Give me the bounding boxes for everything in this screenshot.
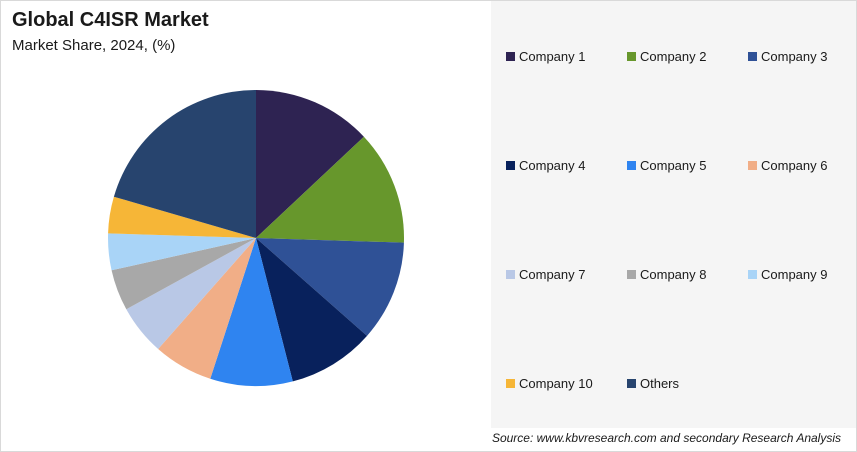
pie-slice-company-2 bbox=[256, 136, 405, 243]
pie-slice-company-8 bbox=[111, 238, 256, 310]
legend-item-company-8: Company 8 bbox=[627, 267, 706, 282]
legend-item-others: Others bbox=[627, 376, 679, 391]
legend-label: Company 5 bbox=[640, 158, 707, 173]
legend-item-company-4: Company 4 bbox=[506, 158, 585, 173]
pie-slice-company-4 bbox=[256, 238, 368, 382]
chart-title: Global C4ISR Market bbox=[12, 9, 209, 31]
legend-label: Company 6 bbox=[761, 158, 828, 173]
source-note: Source: www.kbvresearch.com and secondar… bbox=[491, 431, 841, 445]
legend-item-company-1: Company 1 bbox=[506, 49, 585, 64]
legend-label: Company 9 bbox=[761, 267, 828, 282]
legend-swatch bbox=[627, 270, 636, 279]
legend-label: Company 10 bbox=[519, 376, 593, 391]
pie-slice-company-10 bbox=[108, 196, 256, 238]
legend-swatch bbox=[627, 161, 636, 170]
legend-label: Company 1 bbox=[519, 49, 586, 64]
legend-item-company-5: Company 5 bbox=[627, 158, 706, 173]
legend-swatch bbox=[506, 379, 515, 388]
chart-subtitle: Market Share, 2024, (%) bbox=[12, 37, 176, 54]
legend-item-company-2: Company 2 bbox=[627, 49, 706, 64]
legend-swatch bbox=[748, 52, 757, 61]
pie-slice-company-5 bbox=[210, 238, 293, 387]
legend-swatch bbox=[748, 161, 757, 170]
legend-item-company-3: Company 3 bbox=[748, 49, 827, 64]
legend-swatch bbox=[748, 270, 757, 279]
pie-slice-company-3 bbox=[256, 238, 404, 336]
legend-swatch bbox=[627, 379, 636, 388]
legend-swatch bbox=[506, 270, 515, 279]
legend-item-company-6: Company 6 bbox=[748, 158, 827, 173]
legend-item-company-10: Company 10 bbox=[506, 376, 593, 391]
legend-label: Company 2 bbox=[640, 49, 707, 64]
pie-slice-company-9 bbox=[107, 233, 256, 271]
legend-item-company-9: Company 9 bbox=[748, 267, 827, 282]
legend-swatch bbox=[506, 52, 515, 61]
legend-swatch bbox=[506, 161, 515, 170]
legend-label: Company 8 bbox=[640, 267, 707, 282]
pie-slice-company-1 bbox=[256, 90, 364, 238]
legend-label: Company 7 bbox=[519, 267, 586, 282]
pie-slice-others bbox=[113, 90, 256, 238]
legend-item-company-7: Company 7 bbox=[506, 267, 585, 282]
legend-label: Company 3 bbox=[761, 49, 828, 64]
pie-chart bbox=[107, 90, 405, 387]
pie-slice-company-6 bbox=[158, 238, 256, 379]
legend-swatch bbox=[627, 52, 636, 61]
pie-slice-company-7 bbox=[126, 238, 256, 350]
legend-label: Others bbox=[640, 376, 680, 391]
legend-label: Company 4 bbox=[519, 158, 586, 173]
legend-panel bbox=[491, 1, 856, 428]
